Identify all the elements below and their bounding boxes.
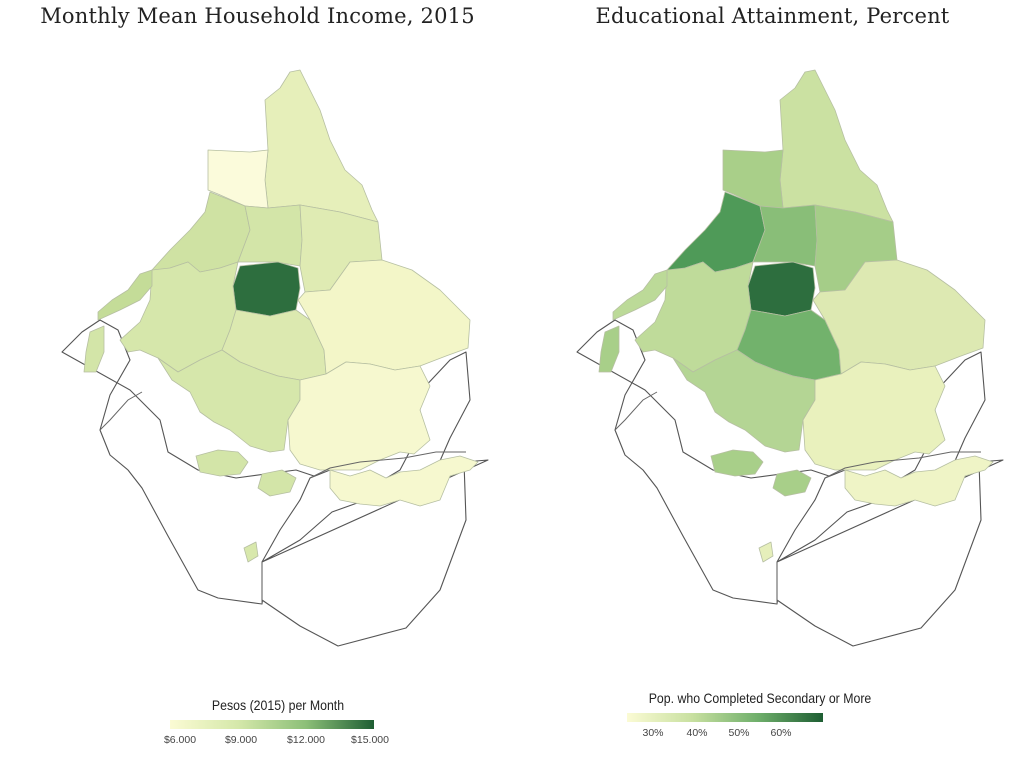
legend-tick-label: $9.000: [224, 734, 258, 746]
legend-tick-label: 50%: [728, 727, 750, 739]
region-cuauhtemoc-north: [237, 204, 303, 267]
region-sw-outline: [576, 319, 836, 605]
region-sw-outline: [61, 319, 321, 605]
boundary-line: [824, 451, 981, 479]
region-benito-juarez: [232, 261, 301, 317]
region-benito-juarez: [747, 261, 816, 317]
region-south-patch-c: [243, 541, 259, 563]
legend-tick-label: 30%: [642, 727, 664, 739]
legend-tick-label: $15.000: [351, 734, 389, 746]
legend-tick-label: 40%: [686, 727, 708, 739]
region-western-patch: [598, 325, 620, 373]
legend-tick-label: 60%: [770, 727, 792, 739]
region-south-patch-a: [195, 449, 249, 477]
education-legend: Pop. who Completed Secondary or More 30%…: [615, 690, 905, 739]
boundary-line: [99, 391, 143, 431]
region-cuauhtemoc-north: [752, 204, 818, 267]
map-title: Educational Attainment, Percent: [595, 4, 950, 28]
legend-tick-label: $6.000: [163, 734, 197, 746]
income-choropleth-map: [61, 69, 489, 647]
education-map-panel: Educational Attainment, Percent Pop. who…: [515, 0, 1030, 762]
region-xochimilco-urban: [287, 361, 431, 471]
region-western-patch: [83, 325, 105, 373]
education-choropleth-map: [576, 69, 1004, 647]
legend-title: Pop. who Completed Secondary or More: [648, 690, 872, 706]
legend-tick-label: $12.000: [287, 734, 325, 746]
region-xochimilco-urban: [802, 361, 946, 471]
region-iztapalapa: [297, 259, 471, 375]
income-legend: Pesos (2015) per Month $6.000 $9.000 $12…: [158, 697, 398, 746]
region-south-patch-c: [758, 541, 774, 563]
region-cuajimalpa-north: [612, 269, 668, 321]
legend-title: Pesos (2015) per Month: [211, 697, 345, 713]
region-tlahuac-patches: [844, 455, 994, 507]
boundary-line: [614, 391, 658, 431]
income-map-panel: Monthly Mean Household Income, 2015 Peso…: [40, 4, 489, 746]
region-south-patch-a: [710, 449, 764, 477]
legend-color-bar: [627, 713, 823, 722]
region-gustavo-madero-north: [264, 69, 379, 223]
region-cuajimalpa-north: [97, 269, 153, 321]
map-title: Monthly Mean Household Income, 2015: [40, 4, 475, 28]
region-iztapalapa: [812, 259, 986, 375]
boundary-line: [309, 451, 466, 479]
region-south-patch-b: [257, 469, 297, 497]
region-gustavo-madero-north: [779, 69, 894, 223]
region-tlahuac-patches: [329, 455, 479, 507]
region-south-patch-b: [772, 469, 812, 497]
legend-color-bar: [170, 720, 374, 729]
